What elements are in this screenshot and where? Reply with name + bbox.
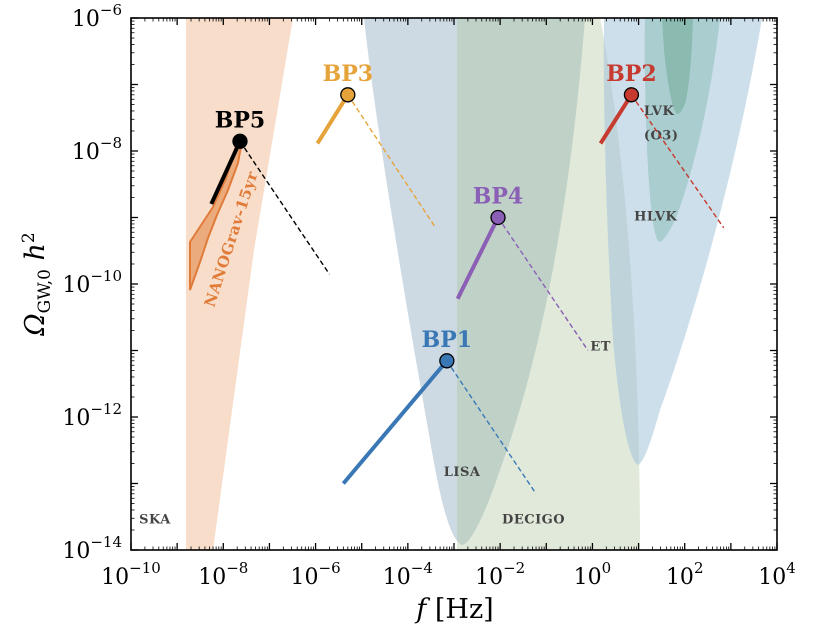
bp4-dashed-line [497,217,589,351]
nanograv-band [189,138,244,291]
y-tick-label: 10−6 [72,1,122,32]
x-tick-label: 104 [758,559,796,590]
x-tick-label: 102 [666,559,704,590]
series-bp5: BP5 [209,107,331,275]
bp5-peak-marker [232,133,248,149]
x-tick-label: 10−4 [383,559,433,590]
bp4-solid-line [455,216,500,300]
y-axis-title: ΩGW,0 h2 [19,232,55,337]
detector-label-lisa: LISA [444,465,481,480]
series-bp4: BP4 [455,184,589,351]
hlvk-region [644,18,720,242]
bp4-peak-marker [490,209,506,226]
bp1-peak-marker [439,353,455,369]
x-tick-label: 10−8 [198,559,248,590]
lisa-region [364,18,585,545]
y-tick-label: 10−14 [62,533,122,564]
detector-label-ska: SKA [139,513,171,528]
benchmark-series: BP1 BP2 BP3 BP4 BP5 [209,61,725,495]
et-region [603,18,762,465]
x-tick-label: 10−6 [291,559,341,590]
series-bp1: BP1 [341,327,537,495]
decigo-region [457,18,640,550]
y-tick-label: 10−8 [72,134,122,165]
bp1-solid-line [341,359,449,485]
y-tick-label: 10−10 [62,267,122,298]
bp3-dashed-line [347,94,437,229]
x-tick-label: 10−10 [101,559,161,590]
x-tick-label: 100 [574,559,612,590]
bp3-solid-line [315,93,350,145]
bp3-label: BP3 [323,61,373,87]
detector-label-o3: (O3) [644,128,679,143]
bp1-dashed-line [446,360,537,495]
bp1-label: BP1 [422,327,472,353]
bp2-label: BP2 [606,61,656,87]
detector-labels: SKA LISA DECIGO ET HLVK LVK (O3) [139,104,678,528]
x-axis-title: f [Hz] [414,594,493,625]
bp5-solid-line [209,140,242,205]
series-bp2: BP2 [598,61,725,229]
axis-ticks [130,17,778,551]
detector-label-lvk: LVK [644,104,675,119]
x-tick-labels: 10−10 10−8 10−6 10−4 10−2 100 102 104 [101,559,796,590]
x-tick-label: 10−2 [475,559,525,590]
detector-label-hlvk: HLVK [634,210,677,225]
detector-label-et: ET [590,340,611,355]
bp4-label: BP4 [473,184,523,210]
bp5-label: BP5 [215,107,265,133]
bp2-solid-line [598,93,634,145]
y-tick-labels: 10−6 10−8 10−10 10−12 10−14 [62,1,122,564]
bp2-peak-marker [623,87,640,103]
sensitivity-regions [186,18,762,550]
ska-region [186,18,293,550]
lvk-o3-region [662,18,693,114]
series-bp3: BP3 [315,61,437,229]
bp2-dashed-line [630,94,725,229]
detector-label-decigo: DECIGO [502,513,565,528]
bp5-dashed-line [239,140,331,275]
y-tick-label: 10−12 [62,400,122,431]
bp3-peak-marker [340,87,356,103]
